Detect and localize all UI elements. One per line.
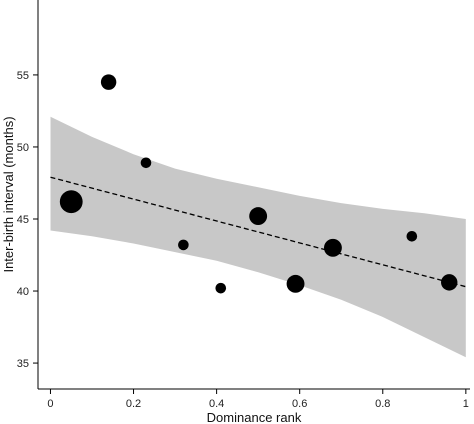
data-point <box>323 238 342 257</box>
data-point <box>249 207 268 226</box>
x-tick-label: 1 <box>463 398 469 410</box>
y-tick-label: 55 <box>17 70 29 82</box>
y-axis-title: Inter-birth interval (months) <box>1 116 16 272</box>
data-point <box>286 274 305 293</box>
data-point <box>406 230 418 242</box>
confidence-band-layer <box>50 116 466 358</box>
x-tick-label: 0.4 <box>209 398 224 410</box>
data-point <box>140 157 152 169</box>
y-tick-label: 45 <box>17 214 29 226</box>
data-point <box>178 239 189 251</box>
x-tick-label: 0 <box>47 398 53 410</box>
x-tick-label: 0.2 <box>126 398 141 410</box>
data-point <box>441 274 458 291</box>
axes-layer: 0 0.2 0.4 0.6 0.8 1 35 40 45 50 55 <box>17 0 470 410</box>
data-point <box>100 74 117 90</box>
data-points-layer <box>59 74 458 294</box>
data-point <box>59 190 83 214</box>
x-axis-title: Dominance rank <box>207 410 302 424</box>
y-tick-label: 50 <box>17 142 29 154</box>
x-tick-label: 0.8 <box>375 398 390 410</box>
confidence-band <box>50 116 466 358</box>
y-tick-label: 40 <box>17 286 29 298</box>
x-tick-label: 0.6 <box>292 398 307 410</box>
data-point <box>215 282 227 294</box>
y-tick-label: 35 <box>17 358 29 370</box>
